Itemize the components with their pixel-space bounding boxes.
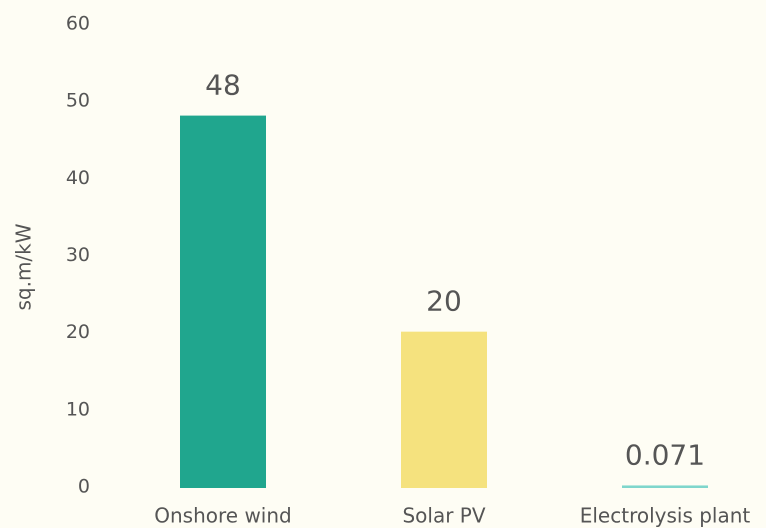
y-tick-label: 40 bbox=[66, 167, 90, 189]
data-label: 0.071 bbox=[625, 438, 705, 471]
y-tick-label: 20 bbox=[66, 321, 90, 343]
data-label: 20 bbox=[426, 285, 462, 318]
x-tick-label: Electrolysis plant bbox=[580, 504, 751, 528]
y-tick-label: 0 bbox=[78, 476, 90, 498]
y-tick-label: 30 bbox=[66, 244, 90, 266]
bar bbox=[401, 331, 487, 488]
data-label: 48 bbox=[205, 69, 241, 102]
y-tick-label: 50 bbox=[66, 90, 90, 112]
y-axis-label: sq.m/kW bbox=[12, 223, 36, 310]
bar bbox=[622, 485, 708, 489]
y-tick-label: 10 bbox=[66, 398, 90, 420]
x-tick-label: Onshore wind bbox=[154, 504, 291, 528]
x-tick-label: Solar PV bbox=[402, 504, 485, 528]
y-tick-label: 60 bbox=[66, 13, 90, 35]
bar bbox=[180, 115, 266, 488]
